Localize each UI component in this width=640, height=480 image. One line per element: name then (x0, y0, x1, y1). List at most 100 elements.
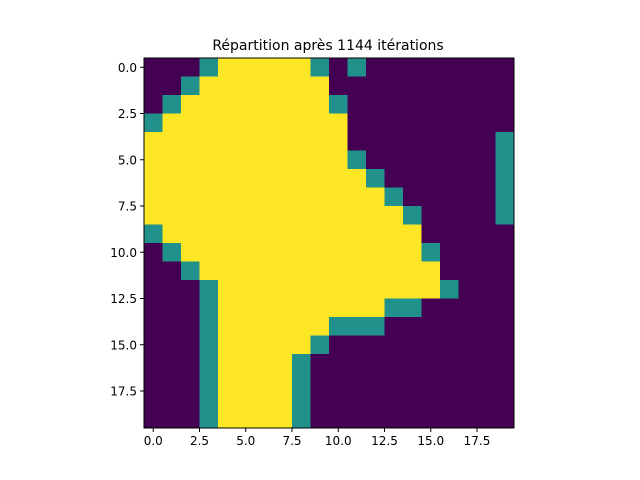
heatmap-cell (162, 206, 182, 225)
heatmap-cell (273, 391, 293, 410)
heatmap-cell (310, 132, 330, 151)
heatmap-cell (181, 354, 200, 373)
heatmap-cell (384, 354, 404, 373)
heatmap-cell (255, 391, 274, 410)
heatmap-cell (440, 58, 459, 77)
heatmap-cell (495, 169, 515, 188)
heatmap-cell (292, 409, 311, 429)
heatmap-cell (144, 150, 163, 170)
heatmap-cell (144, 391, 163, 410)
heatmap-cell (347, 280, 367, 299)
heatmap-cell (403, 132, 422, 151)
heatmap-cell (199, 243, 219, 262)
heatmap-cell (162, 409, 182, 429)
heatmap-cell (329, 372, 348, 392)
heatmap-cell (477, 113, 496, 133)
heatmap-cell (218, 280, 237, 299)
heatmap-cell (366, 224, 385, 244)
heatmap-cell (162, 95, 182, 114)
heatmap-cell (458, 132, 478, 151)
heatmap-cell (199, 150, 219, 170)
heatmap-cell (347, 113, 367, 133)
heatmap-cell (255, 113, 274, 133)
heatmap-cell (199, 298, 219, 318)
heatmap-cell (218, 317, 237, 336)
heatmap-cell (162, 58, 182, 77)
heatmap-cell (403, 187, 422, 207)
heatmap-cell (347, 317, 367, 336)
heatmap-cell (366, 354, 385, 373)
heatmap-cell (366, 261, 385, 281)
heatmap-cell (255, 169, 274, 188)
heatmap-cell (273, 354, 293, 373)
heatmap-cell (329, 113, 348, 133)
heatmap-cell (292, 243, 311, 262)
heatmap-cell (329, 76, 348, 96)
heatmap-cell (236, 243, 256, 262)
heatmap-cell (421, 169, 441, 188)
heatmap-cell (144, 261, 163, 281)
heatmap-cell (477, 169, 496, 188)
heatmap-cell (477, 58, 496, 77)
heatmap-cell (218, 298, 237, 318)
heatmap-cell (366, 243, 385, 262)
heatmap-cell (440, 169, 459, 188)
heatmap-cell (347, 261, 367, 281)
heatmap-cell (329, 58, 348, 77)
heatmap-cell (347, 76, 367, 96)
heatmap-cell (273, 243, 293, 262)
heatmap-cell (144, 76, 163, 96)
heatmap-cell (421, 206, 441, 225)
heatmap-cell (495, 113, 515, 133)
heatmap-cell (310, 354, 330, 373)
heatmap-cell (440, 372, 459, 392)
heatmap-cell (421, 187, 441, 207)
heatmap-cell (310, 372, 330, 392)
heatmap-cell (236, 76, 256, 96)
heatmap-cell (403, 76, 422, 96)
heatmap-cell (255, 187, 274, 207)
heatmap-cell (458, 113, 478, 133)
heatmap-cell (181, 76, 200, 96)
heatmap-cell (458, 298, 478, 318)
heatmap-cell (458, 335, 478, 355)
heatmap-cell (236, 206, 256, 225)
heatmap-cell (440, 354, 459, 373)
heatmap-cell (458, 95, 478, 114)
heatmap-cell (366, 317, 385, 336)
heatmap-cell (199, 169, 219, 188)
heatmap-cell (384, 169, 404, 188)
heatmap-cell (329, 224, 348, 244)
heatmap-cell (292, 335, 311, 355)
plot-frame (143, 57, 515, 429)
heatmap-cell (495, 354, 515, 373)
heatmap-cell (144, 224, 163, 244)
heatmap-cell (162, 317, 182, 336)
heatmap-cell (218, 95, 237, 114)
heatmap-cell (255, 335, 274, 355)
heatmap-cell (347, 206, 367, 225)
heatmap-cell (366, 113, 385, 133)
heatmap-cell (366, 335, 385, 355)
y-tick-label: 2.5 (118, 107, 137, 121)
heatmap-cell (440, 335, 459, 355)
heatmap-cell (144, 169, 163, 188)
heatmap-cell (181, 150, 200, 170)
heatmap-cell (440, 187, 459, 207)
heatmap-cell (273, 317, 293, 336)
heatmap-cell (440, 298, 459, 318)
heatmap-cell (162, 113, 182, 133)
heatmap-cell (255, 354, 274, 373)
heatmap-cell (421, 132, 441, 151)
heatmap-cell (421, 150, 441, 170)
heatmap-cell (162, 335, 182, 355)
heatmap-cell (477, 132, 496, 151)
heatmap-cell (421, 354, 441, 373)
heatmap-cell (255, 280, 274, 299)
heatmap-cell (384, 261, 404, 281)
heatmap-cell (329, 187, 348, 207)
heatmap-cell (403, 261, 422, 281)
heatmap-cell (421, 224, 441, 244)
heatmap-cell (421, 280, 441, 299)
heatmap-cell (181, 243, 200, 262)
